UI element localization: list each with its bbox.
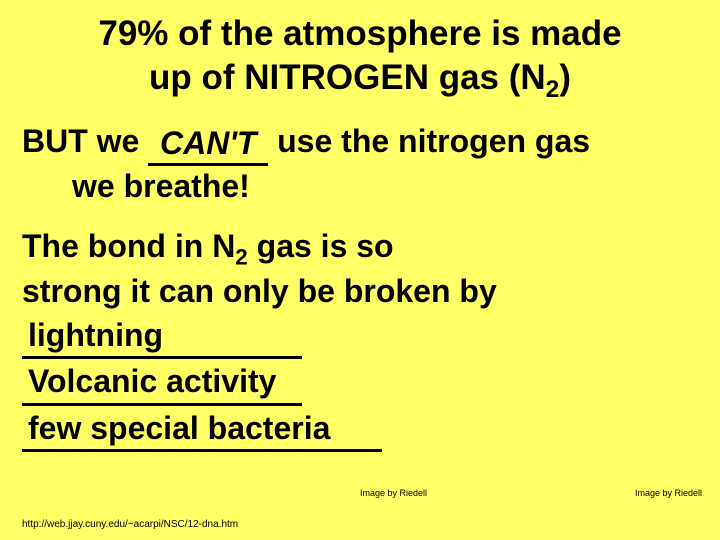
slide-body: BUT we CAN'T use the nitrogen gas we bre…	[0, 113, 720, 452]
para1-post: use the nitrogen gas	[268, 123, 590, 159]
answer-volcanic: Volcanic activity	[22, 361, 302, 406]
para1-pre: BUT we	[22, 123, 148, 159]
answer-lightning: lightning	[22, 315, 302, 360]
slide-title: 79% of the atmosphere is made up of NITR…	[0, 0, 720, 113]
para2-line2: strong it can only be broken by	[22, 273, 497, 309]
para2-line1b: gas is so	[248, 228, 394, 264]
source-url: http://web.jjay.cuny.edu/~acarpi/NSC/12-…	[22, 519, 238, 530]
title-line2a: up of NITROGEN gas (N	[149, 58, 546, 97]
paragraph-1: BUT we CAN'T use the nitrogen gas we bre…	[22, 121, 698, 207]
paragraph-2: The bond in N2 gas is so strong it can o…	[22, 226, 698, 313]
answer-row-2: Volcanic activity	[22, 361, 698, 406]
image-attribution-2: Image by Riedell	[635, 488, 702, 498]
para1-line2: we breathe!	[22, 166, 698, 208]
answer-row-3: few special bacteria	[22, 408, 698, 453]
title-line1: 79% of the atmosphere is made	[98, 14, 621, 53]
title-line2b: )	[559, 58, 571, 97]
answer-bacteria: few special bacteria	[22, 408, 382, 453]
title-sub: 2	[546, 76, 560, 103]
para2-sub: 2	[235, 244, 247, 269]
blank-cant: CAN'T	[148, 121, 268, 166]
image-attribution-1: Image by Riedell	[360, 488, 427, 498]
para2-line1a: The bond in N	[22, 228, 235, 264]
answer-row-1: lightning	[22, 315, 698, 360]
fill-cant: CAN'T	[160, 125, 256, 161]
